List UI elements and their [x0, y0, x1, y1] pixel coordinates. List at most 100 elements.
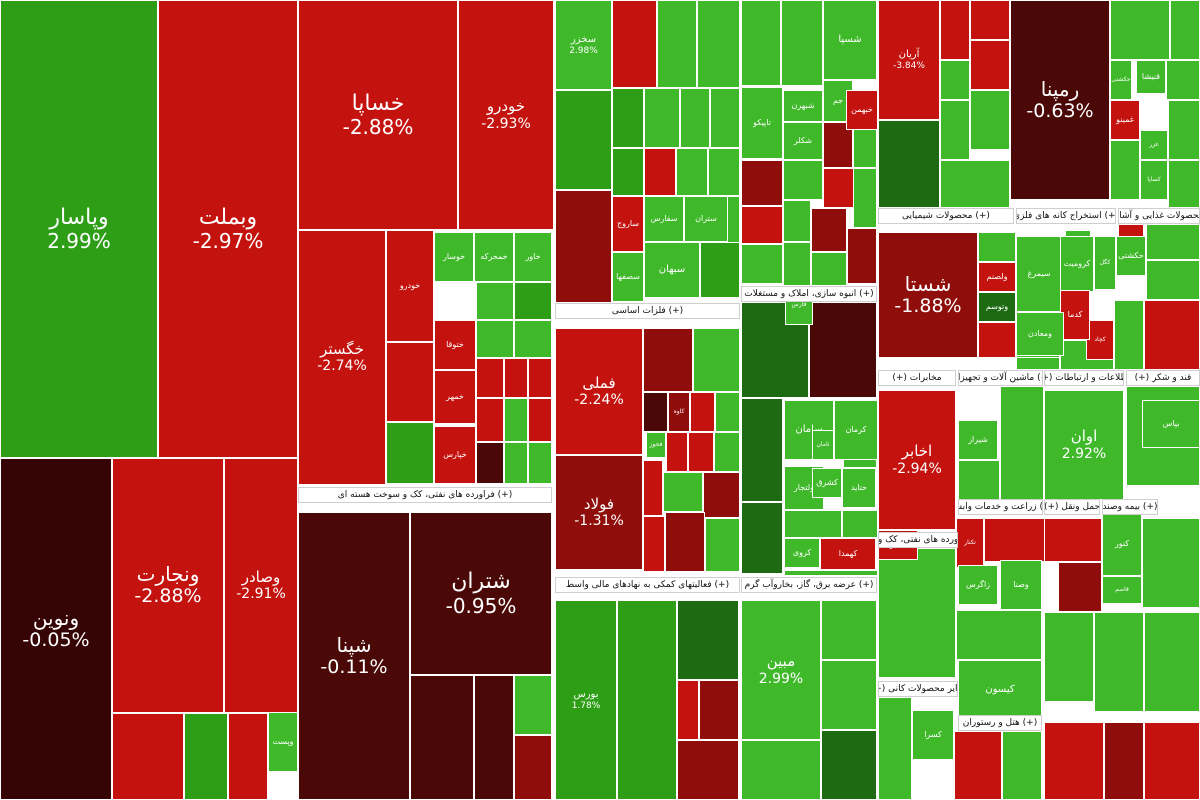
stock-tile-minor[interactable] [504, 398, 528, 442]
stock-tile[interactable]: شتران -0.95% [410, 512, 552, 675]
stock-tile-minor[interactable] [1104, 722, 1144, 800]
stock-tile-minor[interactable] [703, 472, 740, 518]
stock-tile-minor[interactable] [741, 740, 821, 800]
stock-tile[interactable]: سخزر 2.98% [555, 0, 612, 90]
stock-tile[interactable]: کنور [1102, 512, 1142, 576]
stock-tile[interactable]: وپست [268, 712, 298, 772]
stock-tile-minor[interactable] [666, 432, 688, 472]
stock-tile[interactable]: تکنار [956, 518, 984, 568]
stock-tile-minor[interactable] [514, 320, 552, 358]
stock-tile[interactable]: خساپا -2.88% [298, 0, 458, 230]
stock-tile[interactable]: خپارس [434, 426, 476, 484]
stock-tile[interactable]: ختوقا [434, 320, 476, 370]
stock-tile-minor[interactable] [1144, 612, 1200, 712]
stock-tile[interactable]: خاور [514, 232, 552, 282]
stock-tile[interactable]: ثامان [812, 430, 834, 460]
stock-tile-minor[interactable] [504, 358, 528, 398]
stock-tile-minor[interactable] [643, 392, 668, 432]
stock-tile-minor[interactable] [1016, 356, 1060, 370]
stock-tile-minor[interactable] [781, 0, 823, 86]
stock-tile-minor[interactable] [1168, 160, 1200, 208]
stock-tile-minor[interactable] [878, 548, 956, 678]
stock-tile-minor[interactable] [714, 432, 740, 472]
sector-header[interactable]: محصولات غذایی و آشامیدنی (+) [1118, 208, 1200, 224]
sector-header[interactable]: انبوه سازی، املاک و مستغلات (+) [741, 286, 877, 302]
stock-tile[interactable]: وتوسم [978, 292, 1016, 322]
stock-tile[interactable]: غزر [1140, 130, 1168, 160]
sector-header[interactable]: فرآورده های نفتی، کک و سوخت (+) [878, 532, 958, 548]
sector-header[interactable]: ماشین آلات و تجهیزات (+) [958, 370, 1043, 386]
stock-tile-minor[interactable] [741, 502, 783, 574]
stock-tile[interactable]: سصفها [612, 252, 644, 302]
stock-tile-minor[interactable] [693, 328, 740, 392]
stock-tile-minor[interactable] [783, 160, 823, 200]
stock-tile[interactable]: تاپیکو [741, 87, 783, 159]
stock-tile-minor[interactable] [811, 208, 847, 252]
stock-tile-minor[interactable] [705, 518, 740, 572]
stock-tile-minor[interactable] [741, 160, 783, 206]
stock-tile[interactable]: زاگرس [958, 565, 998, 605]
stock-tile-minor[interactable] [1058, 562, 1102, 612]
stock-tile-minor[interactable] [697, 0, 740, 88]
stock-tile[interactable]: خبهمن [846, 90, 878, 130]
stock-tile[interactable]: کرومیت [1060, 236, 1094, 292]
stock-tile-minor[interactable] [699, 680, 739, 740]
stock-tile-minor[interactable] [1142, 518, 1200, 608]
stock-tile[interactable]: شیراز [958, 420, 998, 460]
stock-tile-minor[interactable] [474, 675, 514, 800]
stock-tile-minor[interactable] [514, 282, 552, 320]
stock-tile[interactable]: وبملت -2.97% [158, 0, 298, 458]
stock-tile-minor[interactable] [1166, 60, 1200, 100]
stock-tile-minor[interactable] [386, 422, 434, 484]
stock-tile[interactable]: مبین 2.99% [741, 600, 821, 740]
stock-tile[interactable]: کگل [1094, 236, 1116, 290]
stock-tile-minor[interactable] [476, 358, 504, 398]
stock-tile[interactable]: ساروج [612, 196, 644, 252]
stock-tile[interactable]: شپنا -0.11% [298, 512, 410, 800]
sector-header[interactable]: فراورده های نفتی، کک و سوخت هسته ای (+) [298, 487, 552, 503]
stock-tile-minor[interactable] [783, 200, 811, 242]
stock-tile-minor[interactable] [741, 244, 783, 284]
stock-tile-minor[interactable] [978, 232, 1016, 262]
sector-header[interactable]: (+) حمل ونقل [1044, 499, 1100, 515]
stock-tile-minor[interactable] [940, 100, 970, 160]
stock-tile-minor[interactable] [643, 516, 665, 572]
stock-tile[interactable]: وپاسار 2.99% [0, 0, 158, 458]
stock-tile[interactable]: سبهان [644, 242, 700, 298]
stock-tile-minor[interactable] [112, 713, 184, 800]
stock-tile-minor[interactable] [476, 398, 504, 442]
stock-tile[interactable]: اوان 2.92% [1044, 390, 1124, 500]
sector-header[interactable]: (+) سایر محصولات کانی [878, 681, 958, 697]
stock-tile-minor[interactable] [663, 472, 703, 512]
stock-tile[interactable]: حکشتی [1110, 60, 1132, 100]
stock-tile[interactable]: ولصنم [978, 262, 1016, 292]
stock-tile[interactable]: شکلر [783, 122, 823, 160]
stock-tile-minor[interactable] [677, 740, 739, 800]
stock-tile[interactable]: قاسم [1102, 576, 1142, 604]
stock-tile-minor[interactable] [690, 392, 715, 432]
stock-tile[interactable]: ونوین -0.05% [0, 458, 112, 800]
stock-tile[interactable]: آریان -3.84% [878, 0, 940, 120]
stock-tile-minor[interactable] [1044, 612, 1094, 702]
stock-tile[interactable]: حتاید [842, 468, 876, 508]
stock-tile-minor[interactable] [821, 600, 877, 660]
stock-tile-minor[interactable] [809, 302, 877, 398]
stock-tile[interactable]: شبهرن [783, 90, 823, 122]
stock-tile-minor[interactable] [1144, 722, 1200, 800]
stock-tile[interactable]: غمینو [1110, 100, 1140, 140]
stock-tile-minor[interactable] [956, 610, 1042, 660]
stock-tile-minor[interactable] [1044, 722, 1104, 800]
stock-tile[interactable]: شسپا [823, 0, 877, 80]
sector-header[interactable]: محصولات شیمیایی (+) [878, 208, 1014, 224]
stock-tile[interactable]: وصادر -2.91% [224, 458, 298, 713]
stock-tile[interactable]: خگستر -2.74% [298, 230, 386, 485]
stock-tile-minor[interactable] [940, 0, 970, 60]
stock-tile-minor[interactable] [842, 510, 878, 538]
stock-tile-minor[interactable] [878, 120, 940, 208]
stock-tile-minor[interactable] [1044, 518, 1102, 562]
sector-header[interactable]: هتل و رستوران (+) [958, 715, 1042, 731]
stock-tile[interactable]: حکشتی [1116, 236, 1146, 276]
stock-tile[interactable]: خمهر [434, 370, 476, 424]
stock-tile[interactable]: ونجارت -2.88% [112, 458, 224, 713]
stock-tile-minor[interactable] [657, 0, 697, 88]
